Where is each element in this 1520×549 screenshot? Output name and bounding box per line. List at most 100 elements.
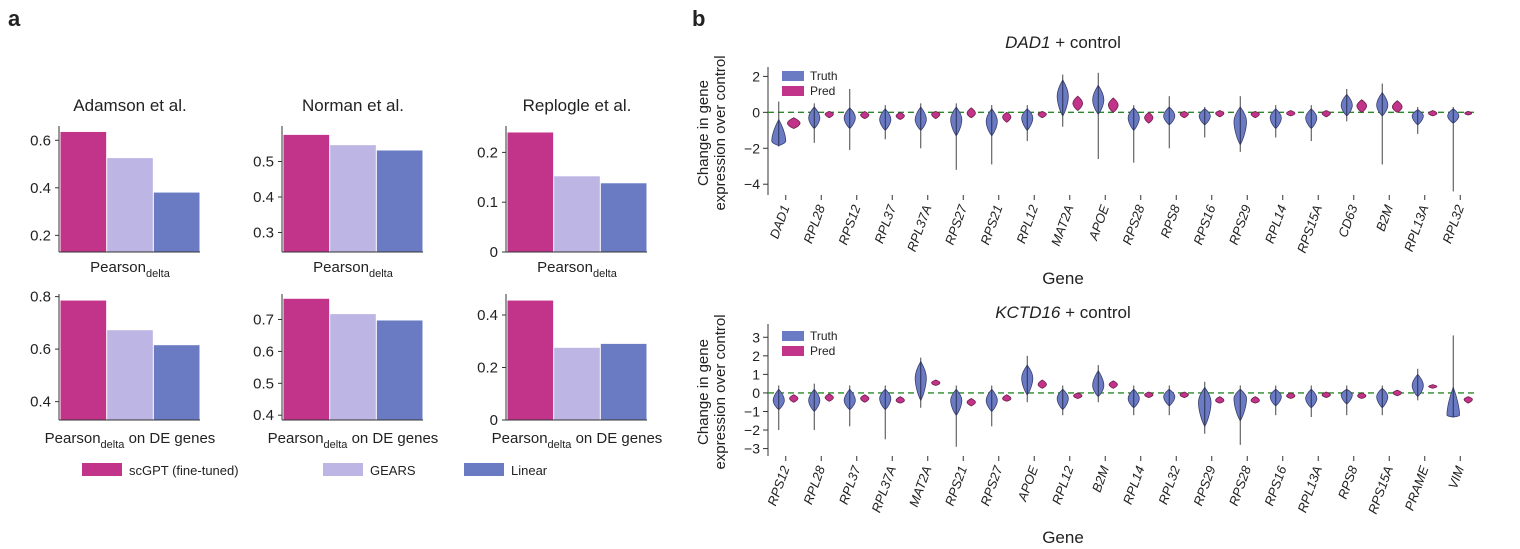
bar-norman_top-0 [283, 134, 330, 252]
violin-pred [1428, 384, 1438, 389]
violin-chart-kctd16_violin: KCTD16 + control −3 −2 −1 0 1 2 3 Change in gene… [695, 303, 1478, 547]
violin-group-MAT2A: MAT2A [1048, 74, 1084, 248]
x-tick-label: VIM [1445, 464, 1467, 491]
x-tick-label: RPS12 [835, 202, 863, 247]
violin-pred [1108, 380, 1118, 389]
legend-label-truth: Truth [810, 69, 838, 83]
x-tick-label: RPL28 [800, 463, 828, 506]
violin-group-RPS12: RPS12 [764, 385, 799, 508]
x-tick-label: RPL37 [836, 463, 864, 506]
violin-pred [860, 394, 870, 403]
y-axis-label-line2: expression over control [712, 55, 729, 210]
panel-label-a: a [8, 6, 21, 31]
violin-group-RPL28: RPL28 [800, 383, 834, 506]
x-tick-label: CD63 [1335, 202, 1361, 239]
violin-group-RPS29: RPS29 [1190, 381, 1225, 508]
violin-pred [824, 111, 834, 119]
y-tick-label: 0.4 [30, 394, 51, 411]
x-tick-label: RPL37 [871, 202, 899, 245]
violin-group-RPL32: RPL32 [1439, 106, 1473, 245]
panel-label-b: b [692, 6, 705, 31]
legend-swatch-pred [782, 86, 804, 96]
bar-replogle_bottom-1 [554, 347, 600, 420]
x-axis-label: Pearsondelta on DE genes [492, 430, 663, 451]
y-tick-label: 0.2 [30, 227, 51, 244]
legend-swatch-linear [464, 463, 504, 476]
x-label-main: Pearson [492, 430, 548, 447]
y-tick-label: −2 [744, 140, 760, 156]
x-label-sub: delta [101, 439, 126, 451]
x-label-main: Pearson [537, 259, 593, 276]
x-tick-label: RPS28 [1226, 463, 1254, 508]
violin-group-RPL32: RPL32 [1155, 385, 1189, 506]
violin-group-APOE: APOE [1014, 355, 1047, 504]
x-tick-label: RPS21 [977, 203, 1005, 247]
violin-pred [1250, 111, 1260, 119]
x-tick-label: RPL14 [1262, 203, 1290, 245]
violin-group-APOE: APOE [1085, 72, 1119, 243]
violin-group-B2M: B2M [1089, 365, 1118, 494]
x-tick-label: RPL28 [800, 202, 828, 245]
bar-legend: scGPT (fine-tuned) GEARS Linear [82, 463, 548, 478]
x-axis-label: Pearsondelta on DE genes [45, 430, 216, 451]
violin-pred [1144, 391, 1154, 398]
violin-pred [1179, 111, 1189, 119]
x-axis-label: Pearsondelta on DE genes [268, 430, 439, 451]
x-tick-label: B2M [1089, 464, 1112, 494]
x-tick-label: RPS21 [942, 464, 970, 508]
x-label-main: Pearson [45, 430, 101, 447]
violin-group-RPS8: RPS8 [1335, 385, 1367, 501]
violin-group-RPL37: RPL37 [836, 385, 870, 506]
y-tick-label: 0.8 [30, 289, 51, 306]
y-tick-label: 3 [752, 329, 760, 345]
violin-pred [1002, 394, 1012, 402]
x-tick-label: PRAME [1402, 464, 1432, 513]
x-tick-label: RPL37A [904, 203, 935, 254]
bar-chart-replogle_top: 0 0.1 0.2 Replogle et al. Pearsondelta [477, 96, 647, 280]
bar-replogle_top-2 [600, 183, 647, 252]
violin-group-RPS16: RPS16 [1190, 106, 1225, 247]
x-tick-label: RPL13A [1294, 464, 1325, 515]
y-tick-label: 0.4 [253, 189, 274, 206]
violin-group-RPL28: RPL28 [800, 103, 834, 245]
violin-pred [787, 117, 801, 129]
violin-pred [931, 111, 941, 120]
violin-title: DAD1 + control [1005, 33, 1121, 52]
bar-chart-adamson_bottom: 0.4 0.6 0.8 Pearsondelta on DE genes [30, 289, 215, 451]
x-tick-label: RPS8 [1335, 463, 1361, 501]
x-axis-label: Gene [1042, 528, 1084, 547]
y-tick-label: 0.6 [30, 132, 51, 149]
violin-group-RPL37: RPL37 [871, 105, 905, 245]
legend-label-scgpt: scGPT (fine-tuned) [129, 463, 239, 478]
violin-group-RPS15A: RPS15A [1294, 105, 1331, 255]
violin-pred [1215, 396, 1225, 404]
violin-group-RPL37A: RPL37A [904, 103, 941, 254]
bar-norman_bottom-0 [283, 298, 330, 420]
y-tick-label: 0.3 [253, 224, 274, 241]
bar-chart-adamson_top: 0.2 0.4 0.6 Adamson et al. Pearsondelta [30, 96, 200, 280]
violin-group-DAD1: DAD1 [767, 101, 801, 241]
y-axis-label-line1: Change in gene [695, 339, 712, 445]
violin-pred [1463, 396, 1473, 404]
violin-pred [1107, 97, 1119, 113]
violin-group-RPL12: RPL12 [1049, 385, 1083, 506]
x-label-sub: delta [548, 439, 573, 451]
violin-group-VIM: VIM [1445, 335, 1473, 491]
y-axis-label-line1: Change in gene [695, 80, 712, 186]
violin-group-RPL13A: RPL13A [1401, 106, 1438, 254]
violin-pred [1357, 392, 1367, 399]
legend-swatch-truth [782, 331, 804, 341]
bar-replogle_top-0 [507, 132, 554, 252]
bar-replogle_top-1 [554, 176, 600, 252]
violin-pred [1392, 389, 1402, 397]
violin-group-RPS27: RPS27 [977, 385, 1012, 508]
violin-group-RPS29: RPS29 [1226, 96, 1260, 247]
x-tick-label: MAT2A [906, 464, 935, 509]
x-axis-label: Pearsondelta [90, 259, 171, 280]
violin-pred [895, 396, 905, 404]
legend-label-truth: Truth [810, 329, 838, 343]
violin-pred [1464, 111, 1473, 116]
x-label-sub: delta [593, 268, 618, 280]
